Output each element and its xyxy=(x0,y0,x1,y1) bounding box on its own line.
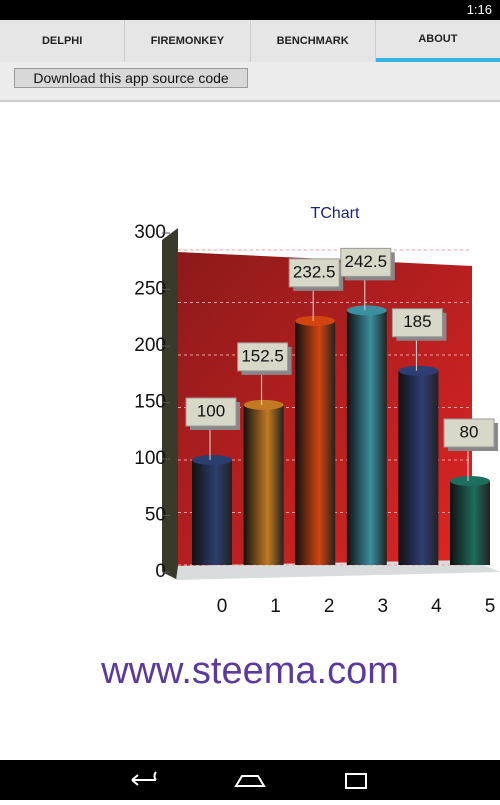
y-tick-label: 0 xyxy=(155,561,166,582)
bar-top xyxy=(243,399,284,410)
value-label: 185 xyxy=(403,312,431,331)
y-tick-label: 200 xyxy=(134,335,166,356)
y-tick-label: 50 xyxy=(145,505,166,526)
x-tick-label: 3 xyxy=(378,596,389,617)
x-tick-label: 4 xyxy=(431,596,442,617)
tab[interactable]: FIREMONKEY xyxy=(125,20,251,62)
tab-bar: DELPHI FIREMONKEY BENCHMARK ABOUT xyxy=(0,20,500,62)
value-label: 100 xyxy=(197,401,225,420)
x-tick-label: 1 xyxy=(270,596,281,617)
bar xyxy=(192,460,232,565)
value-label: 232.5 xyxy=(293,262,336,281)
value-label: 80 xyxy=(460,422,479,441)
bar xyxy=(295,320,336,565)
label-box xyxy=(340,247,392,277)
recents-icon[interactable] xyxy=(345,773,367,789)
y-tick-label: 300 xyxy=(134,222,166,243)
bar xyxy=(398,370,439,565)
back-icon[interactable] xyxy=(131,771,157,786)
bar xyxy=(346,310,387,565)
y-tick-label: 250 xyxy=(134,279,166,300)
chart: TChart 0 50 100 150 200 250 300 100 0 152.5 1 232.5… xyxy=(100,205,500,692)
label-box xyxy=(185,397,237,427)
tab[interactable]: BENCHMARK xyxy=(251,20,376,62)
left-wall xyxy=(162,228,178,580)
download-button[interactable]: Download this app source code xyxy=(14,68,248,88)
nav-bar xyxy=(0,760,500,800)
bar-top xyxy=(398,365,439,376)
x-tick-label: 0 xyxy=(217,596,228,617)
value-label: 242.5 xyxy=(345,252,388,271)
label-box xyxy=(237,342,289,372)
bar-top xyxy=(346,305,387,316)
label-box xyxy=(391,308,443,338)
tab[interactable]: ABOUT xyxy=(375,20,500,62)
home-icon[interactable] xyxy=(234,775,266,787)
x-tick-label: 2 xyxy=(324,596,335,617)
toolbar: Download this app source code xyxy=(0,62,500,102)
clock: 1:16 xyxy=(466,2,492,17)
chart-title: TChart xyxy=(311,205,360,222)
value-label: 152.5 xyxy=(241,346,284,365)
bar-top xyxy=(192,455,232,465)
footer-link[interactable]: www.steema.com xyxy=(100,650,399,692)
status-bar: 1:16 xyxy=(0,0,500,20)
y-tick-label: 100 xyxy=(134,448,166,469)
bar-top xyxy=(295,315,336,326)
bar-top xyxy=(450,476,490,486)
y-tick-label: 150 xyxy=(134,392,166,413)
bar xyxy=(450,481,490,565)
label-box xyxy=(443,418,495,448)
x-tick-label: 5 xyxy=(485,596,496,617)
label-box xyxy=(288,258,340,288)
bar xyxy=(243,404,284,565)
tab[interactable]: DELPHI xyxy=(0,20,126,62)
nav-icons xyxy=(131,771,367,789)
